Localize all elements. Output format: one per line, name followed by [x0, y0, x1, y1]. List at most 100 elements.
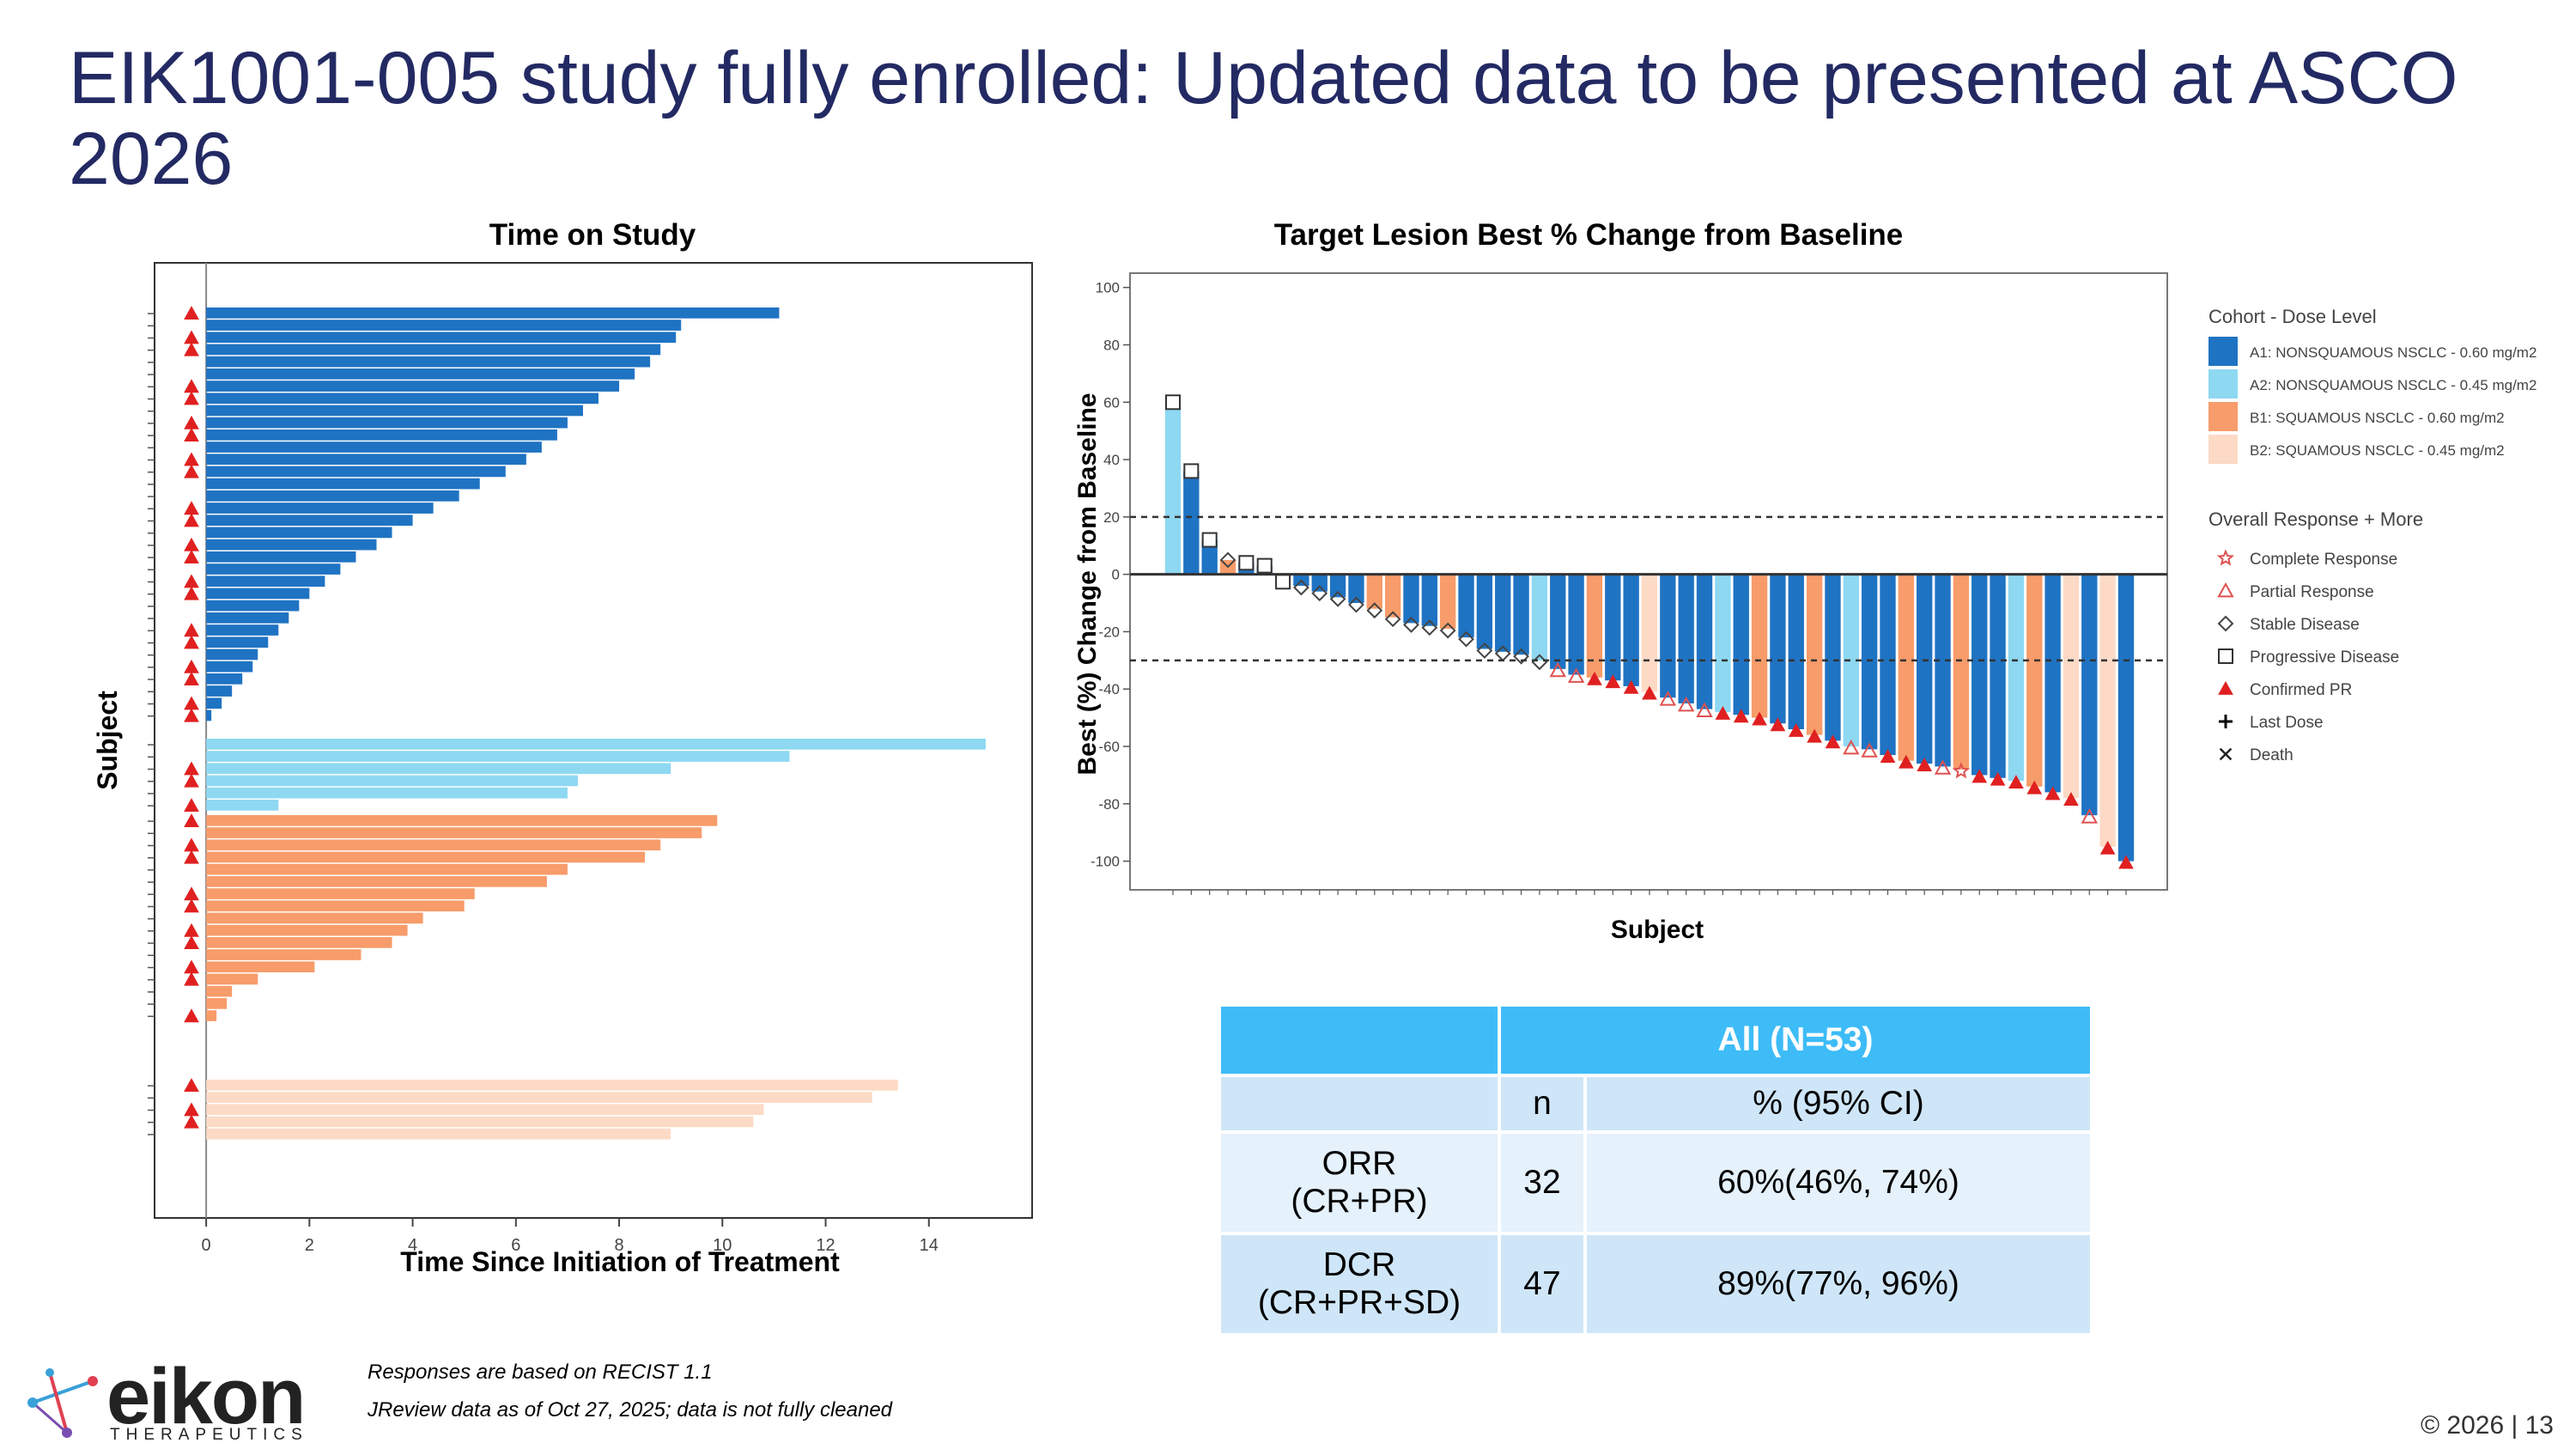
confirmed-pr-marker	[184, 773, 199, 788]
bar	[206, 441, 542, 453]
legend-symbol	[2219, 747, 2233, 761]
bar	[1586, 574, 1603, 678]
response-marker	[1952, 762, 1970, 779]
response-marker	[1439, 622, 1456, 639]
bar	[1164, 402, 1182, 575]
bar	[206, 1116, 754, 1128]
bar	[206, 624, 279, 636]
bar	[206, 763, 671, 775]
y-tick-label: -20	[1098, 624, 1120, 640]
confirmed-pr-marker	[184, 513, 199, 527]
bar	[2081, 574, 2098, 816]
bar	[1183, 471, 1200, 575]
response-marker	[2099, 840, 2116, 855]
time-on-study-chart: 0 2 4 6 8 10 12 14 Time Since Initiation of Trea…	[92, 262, 1033, 1277]
y-tick-label: 80	[1103, 337, 1120, 353]
response-marker	[1549, 661, 1566, 678]
bar	[206, 307, 780, 319]
response-marker	[1311, 585, 1328, 602]
confirmed-pr-marker	[184, 1008, 199, 1023]
bar	[206, 924, 408, 936]
response-marker	[1275, 574, 1291, 590]
confirmed-pr-marker	[184, 306, 199, 320]
confirmed-pr-marker	[184, 1114, 199, 1129]
bar	[206, 775, 578, 787]
legend-response-label: Progressive Disease	[2250, 648, 2399, 667]
footnote-data-cut: JReview data as of Oct 27, 2025; data is…	[368, 1398, 893, 1422]
response-marker	[1219, 551, 1236, 569]
x-tick-label: 12	[816, 1236, 835, 1255]
bar	[206, 1092, 872, 1103]
bar	[206, 739, 986, 750]
response-marker	[1825, 734, 1841, 749]
bar	[1678, 574, 1694, 703]
bar	[1403, 574, 1419, 624]
bar	[206, 612, 289, 624]
bar	[1953, 574, 1970, 770]
bar	[206, 1104, 764, 1116]
response-marker	[1770, 717, 1786, 732]
bar	[1880, 574, 1896, 756]
bar	[206, 1128, 671, 1140]
confirmed-pr-marker	[184, 672, 199, 685]
confirmed-pr-marker	[184, 586, 199, 600]
response-marker	[1733, 709, 1749, 723]
bar	[1751, 574, 1768, 718]
bar	[1971, 574, 1988, 776]
bar	[1843, 574, 1859, 747]
bar	[206, 636, 269, 648]
legend-cohort-label: A1: NONSQUAMOUS NSCLC - 0.60 mg/m2	[2250, 344, 2537, 361]
legend-symbol	[2217, 615, 2234, 632]
legend-swatch	[2208, 435, 2238, 464]
response-marker	[1238, 555, 1255, 571]
legend-swatch	[2208, 402, 2238, 431]
bar	[206, 827, 702, 838]
confirmed-pr-marker	[184, 464, 199, 478]
bar	[1348, 574, 1364, 604]
response-marker	[1934, 759, 1952, 775]
bar	[206, 1080, 898, 1091]
bar	[206, 685, 233, 697]
response-marker	[1458, 630, 1474, 648]
confirmed-pr-marker	[184, 798, 199, 812]
y-tick-label: -100	[1091, 854, 1120, 870]
response-marker	[1183, 463, 1200, 479]
bar	[206, 527, 392, 539]
row-label: DCR (CR+PR+SD)	[1218, 1232, 1501, 1336]
confirmed-pr-marker	[184, 849, 199, 864]
bar	[206, 787, 568, 799]
bar	[206, 381, 620, 392]
bar	[1440, 574, 1456, 630]
bar	[206, 949, 361, 960]
legend-response-label: Partial Response	[2250, 583, 2374, 601]
legend-response-label: Death	[2250, 746, 2293, 764]
confirmed-pr-marker	[184, 635, 199, 649]
logo-subtitle: THERAPEUTICS	[110, 1426, 308, 1444]
response-marker	[1366, 602, 1383, 619]
confirmed-pr-marker	[184, 971, 199, 986]
bar	[2026, 574, 2043, 787]
bar	[206, 648, 258, 661]
bar	[1898, 574, 1915, 761]
waterfall-chart: 100 80 60 40 20 0 -20 -40 -60 -80 -100 Best (%) Cha…	[1073, 272, 2537, 944]
row-n: 32	[1498, 1130, 1587, 1235]
response-marker	[2044, 786, 2061, 801]
confirmed-pr-marker	[184, 342, 199, 356]
response-marker	[1201, 532, 1218, 548]
waterfall-title: Target Lesion Best % Change from Baselin…	[1273, 218, 1904, 252]
col-pct: % (95% CI)	[1583, 1074, 2093, 1134]
bar	[1329, 574, 1346, 598]
table-header-all: All (N=53)	[1498, 1003, 2093, 1077]
table-header-empty	[1218, 1003, 1501, 1077]
response-marker	[1788, 722, 1804, 737]
response-marker	[1752, 711, 1767, 726]
bar	[1531, 574, 1548, 661]
response-marker	[1990, 771, 2006, 786]
bar	[206, 320, 682, 331]
bar	[1935, 574, 1951, 767]
bar	[206, 417, 568, 429]
bar	[206, 454, 526, 466]
bar	[1715, 574, 1731, 712]
response-marker	[1917, 758, 1933, 771]
response-marker	[1605, 674, 1621, 689]
